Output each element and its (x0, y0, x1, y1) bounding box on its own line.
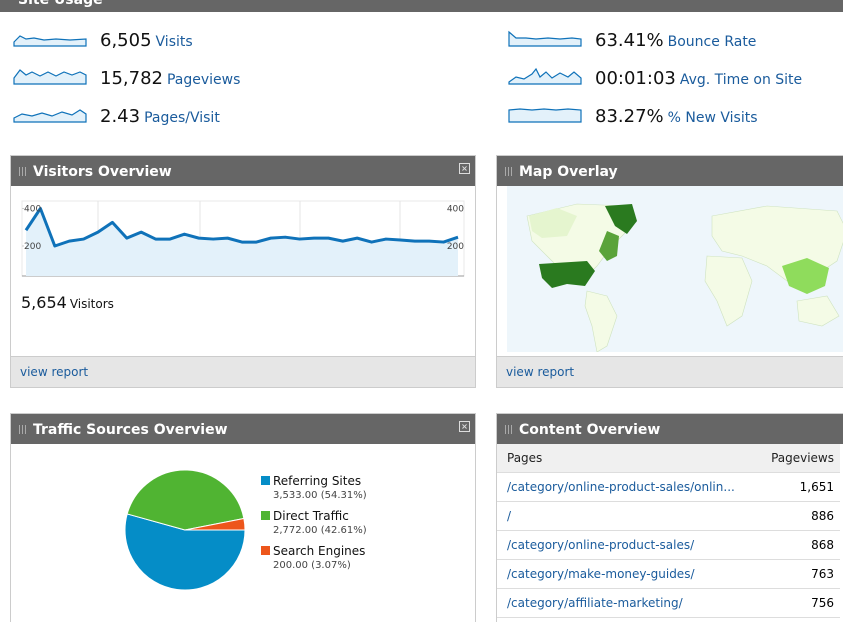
legend-swatch (261, 511, 270, 520)
land (584, 290, 618, 352)
page-cell[interactable]: /category/online-product-sales/ (497, 530, 758, 560)
header-row: Pages Pageviews (497, 444, 840, 473)
metric-value: 63.41% (595, 30, 664, 51)
land (796, 295, 840, 327)
legend-name: Direct Traffic (273, 509, 349, 523)
pageviews-cell: 763 (757, 559, 840, 589)
sparkline (508, 108, 582, 123)
pie-slice (184, 517, 246, 531)
total-label: Visitors (69, 297, 114, 311)
close-button[interactable]: × (459, 163, 470, 174)
table-row: /category/affiliate-marketing/756 (497, 588, 840, 618)
map-panel: Map Overlay view report (496, 155, 843, 388)
panel-footer: view report (11, 356, 475, 387)
table-row: /886 (497, 501, 840, 531)
pageviews-cell: 1,651 (757, 472, 840, 502)
sparkline (508, 30, 582, 47)
legend-name: Referring Sites (273, 474, 361, 488)
world-map (507, 186, 843, 352)
region (605, 204, 637, 234)
region (539, 261, 595, 288)
metric-value: 6,505 (100, 30, 152, 51)
view-report-link[interactable]: view report (20, 365, 89, 379)
metric: 2.43 Pages/Visit (100, 106, 220, 127)
pageviews-cell: 868 (757, 530, 840, 560)
metric-label[interactable]: Avg. Time on Site (679, 72, 803, 88)
page-cell[interactable]: /category/online-product-sales/onlin... (497, 472, 758, 502)
pageviews-cell: 886 (757, 501, 840, 531)
page-cell[interactable]: / (497, 501, 758, 531)
panel-header: Map Overlay (497, 156, 843, 186)
metric-label[interactable]: % New Visits (667, 110, 758, 126)
page-cell[interactable]: /category/affiliate-marketing/ (497, 588, 758, 618)
table-row: /category/online-product-sales/868 (497, 530, 840, 560)
region (599, 231, 619, 261)
legend-value: 2,772.00 (42.61%) (273, 525, 367, 536)
sparkline (13, 109, 87, 123)
sparkline (13, 35, 87, 47)
metric-label[interactable]: Pageviews (166, 72, 241, 88)
y-tick-label: 400 (24, 205, 41, 215)
column-header: Pages (497, 444, 758, 473)
page-cell[interactable]: /category/make-money-guides/ (497, 559, 758, 589)
metric: 6,505 Visits (100, 30, 193, 51)
table-row: /category/online-product-sales/onlin... 1… (497, 472, 840, 502)
sparklines (13, 30, 582, 123)
panel-footer: view report (497, 356, 843, 387)
metric-label[interactable]: Bounce Rate (667, 34, 757, 50)
close-button[interactable]: × (459, 421, 470, 432)
column-header: Pageviews (757, 444, 840, 473)
pie-slice (126, 469, 245, 531)
traffic-chart: Referring Sites 3,533.00 (54.31%) Direct T… (124, 469, 367, 591)
content-table-wrap: Pages Pageviews/category/online-product-s… (497, 444, 840, 618)
metric: 00:01:03 Avg. Time on Site (595, 68, 802, 89)
metric-label[interactable]: Visits (155, 34, 193, 50)
content-panel: Content Overview Pages Pageviews/category… (496, 413, 843, 622)
legend-swatch (261, 546, 270, 555)
visitors-total: 5,654 Visitors (21, 293, 114, 312)
panel-title: Map Overlay (519, 164, 618, 180)
metric-value: 15,782 (100, 68, 163, 89)
total-value: 5,654 (21, 293, 67, 312)
legend-value: 3,533.00 (54.31%) (273, 490, 367, 501)
panel-title: Traffic Sources Overview (33, 422, 228, 438)
visitors-chart: 200 200 400 400 (21, 200, 465, 277)
metric-value: 83.27% (595, 106, 664, 127)
metric: 63.41% Bounce Rate (595, 30, 756, 51)
pageviews-cell: 756 (757, 588, 840, 618)
site-usage-header: Site Usage (0, 0, 843, 12)
panel-header: Visitors Overview × (11, 156, 475, 186)
panel-title: Content Overview (519, 422, 661, 438)
metric-label[interactable]: Pages/Visit (144, 110, 220, 126)
region (782, 258, 829, 294)
view-report-link[interactable]: view report (506, 365, 575, 379)
land (704, 255, 753, 327)
panel-header: Traffic Sources Overview × (11, 414, 475, 444)
legend-swatch (261, 476, 270, 485)
panel-title: Visitors Overview (33, 164, 172, 180)
pie-slice (124, 513, 246, 591)
panel-header: Content Overview (497, 414, 843, 444)
metric: 83.27%% New Visits (595, 106, 758, 127)
table-row: /category/make-money-guides/763 (497, 559, 840, 589)
legend-value: 200.00 (3.07%) (273, 560, 351, 571)
y-tick-label: 200 (24, 242, 41, 252)
content-table: Pages Pageviews/category/online-product-s… (497, 444, 840, 618)
sparkline (13, 69, 87, 85)
y2-tick-label: 400 (447, 205, 464, 215)
section-title: Site Usage (18, 0, 103, 8)
y2-tick-label: 200 (447, 242, 464, 252)
region (529, 208, 577, 238)
metric-value: 2.43 (100, 106, 141, 127)
line (24, 207, 459, 248)
metric: 15,782 Pageviews (100, 68, 240, 89)
sparkline (508, 67, 582, 85)
metric-value: 00:01:03 (595, 68, 676, 89)
legend-name: Search Engines (273, 544, 365, 558)
